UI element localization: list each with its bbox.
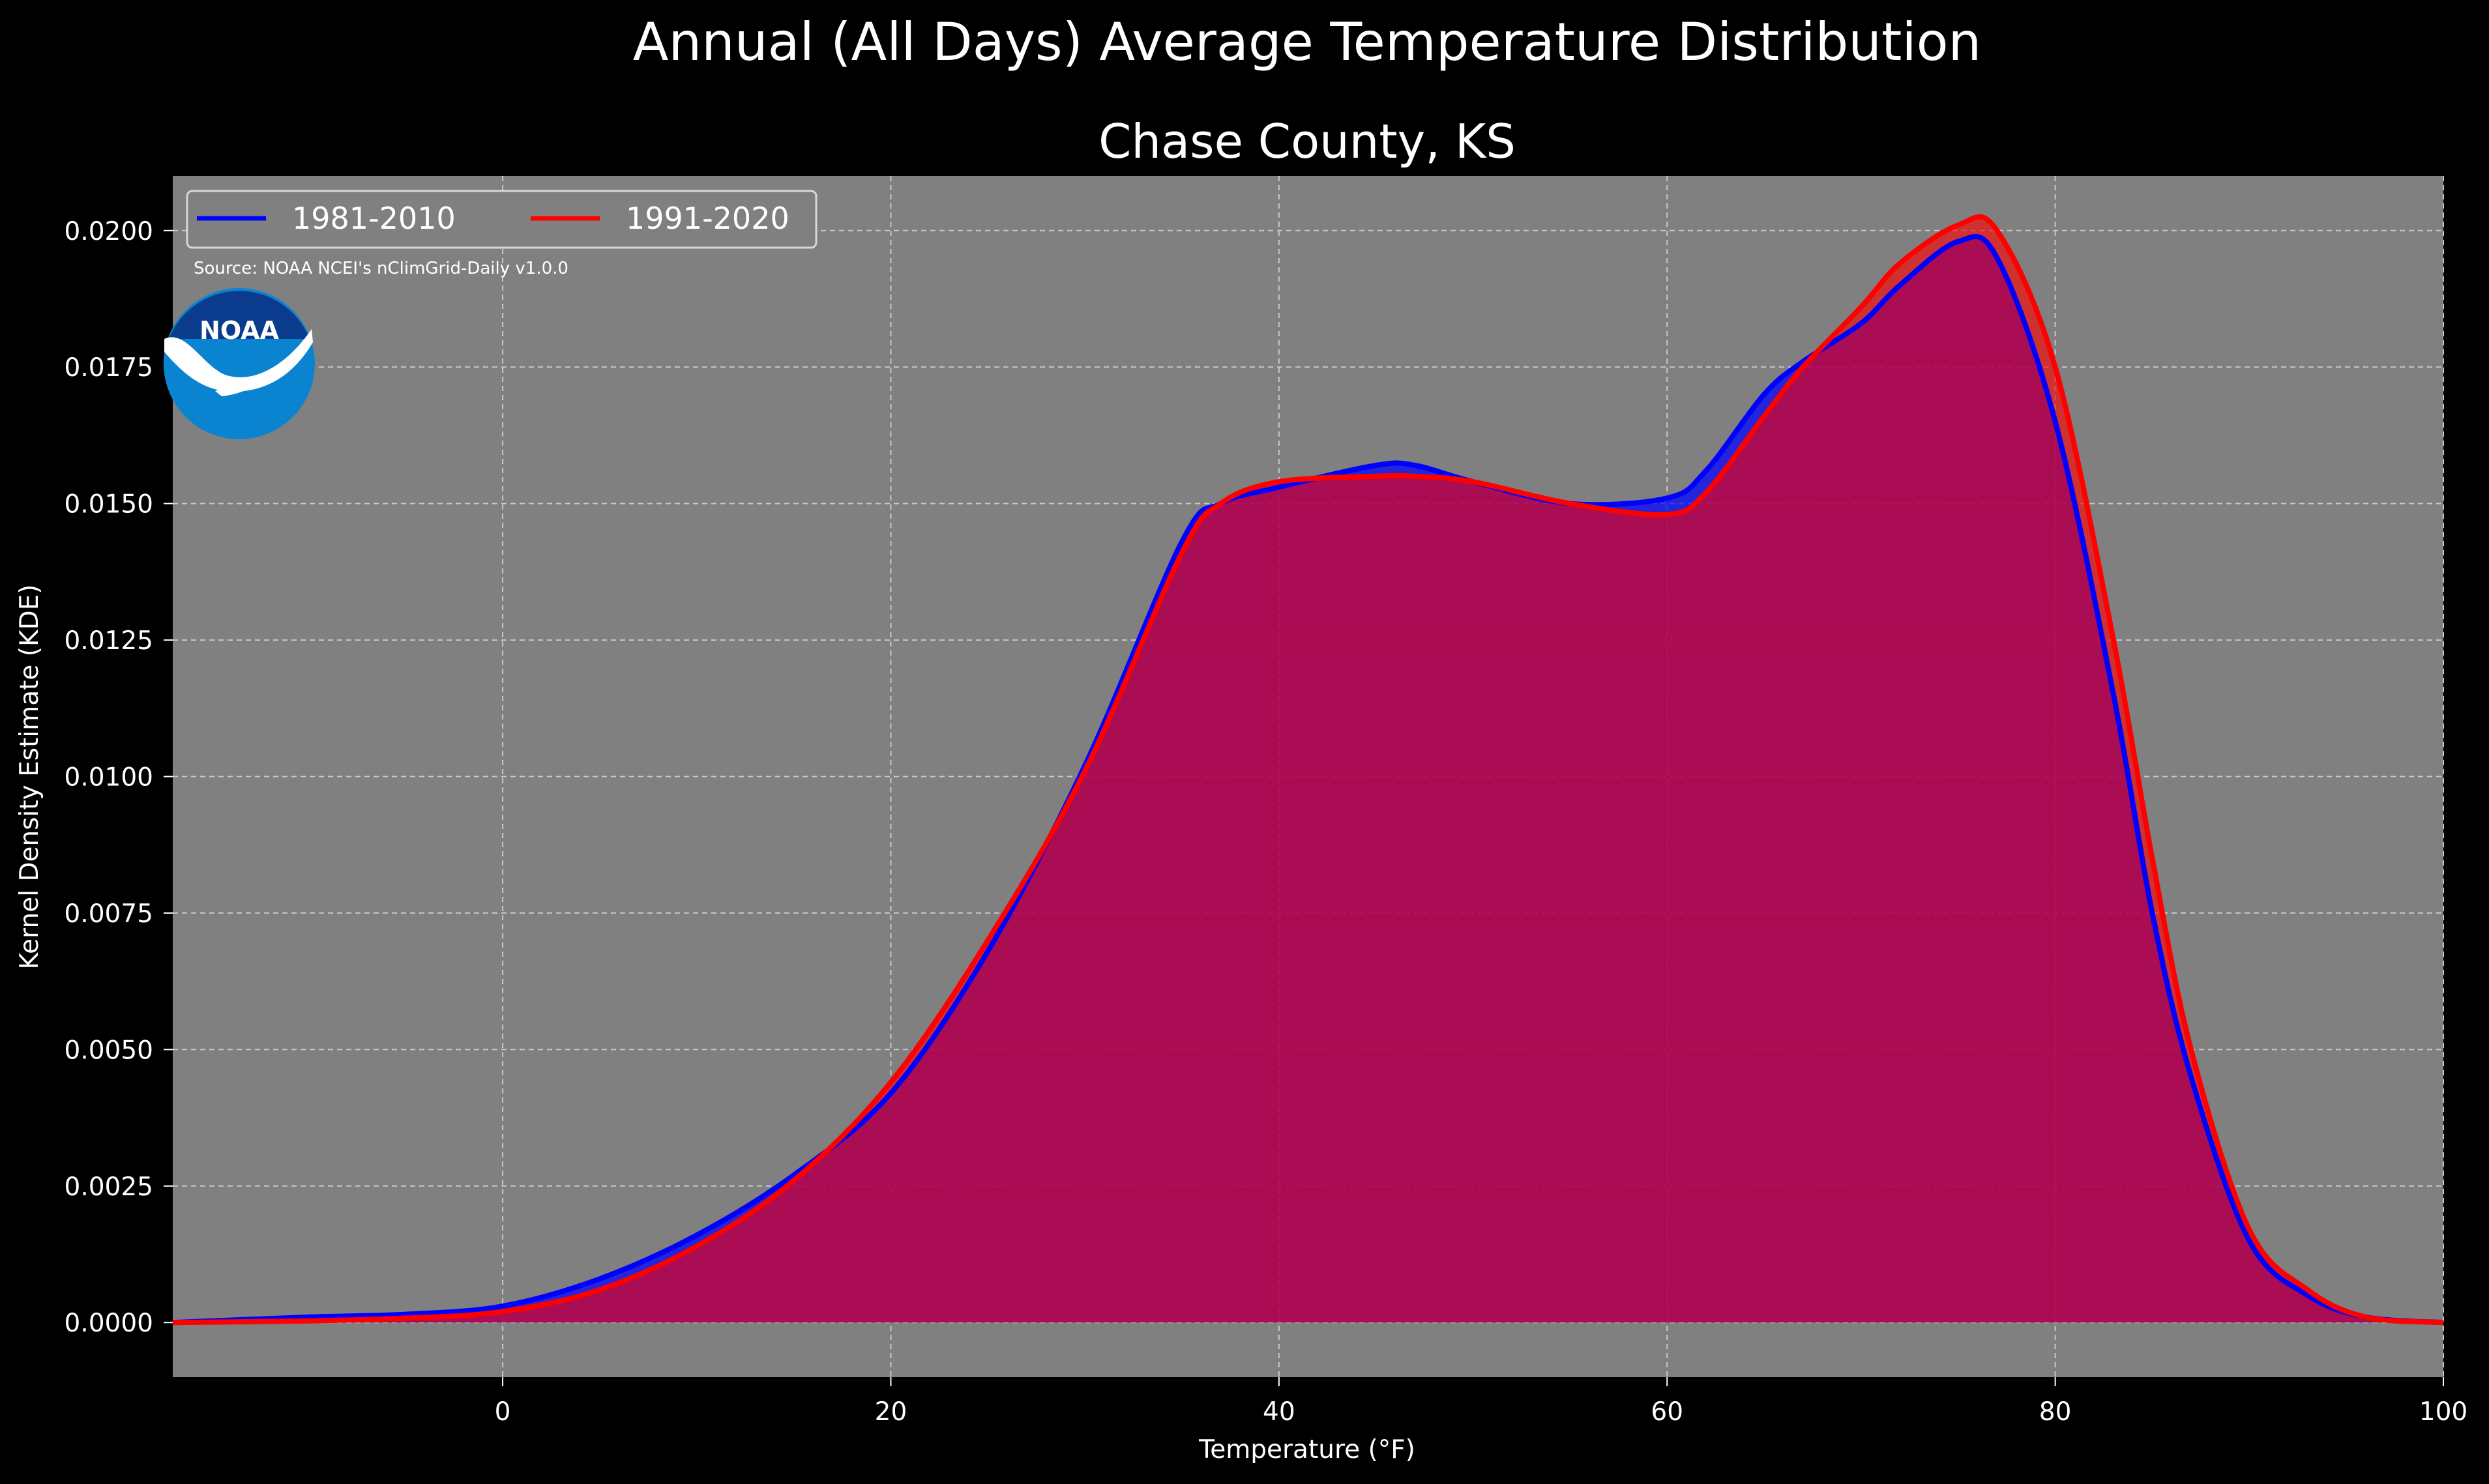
y-tick-label: 0.0125 (65, 626, 153, 656)
legend-frame (186, 190, 817, 249)
noaa-logo-gull (164, 329, 313, 392)
x-tick-label: 40 (1263, 1397, 1295, 1427)
x-tick-label: 0 (495, 1397, 511, 1427)
x-axis-label: Temperature (°F) (1198, 1435, 1415, 1464)
y-tick-label: 0.0200 (65, 217, 153, 246)
y-tick-label: 0.0175 (65, 353, 153, 383)
y-tick-label: 0.0150 (65, 490, 153, 519)
legend: 1981-2010 1991-2020 (186, 190, 817, 249)
x-tick-label: 20 (875, 1397, 907, 1427)
line-1991-2020 (172, 214, 2444, 1326)
source-note: Source: NOAA NCEI's nClimGrid-Daily v1.0… (194, 259, 568, 278)
noaa-logo-wing (215, 368, 274, 396)
chart-title: Chase County, KS (1098, 114, 1516, 169)
density-areas (173, 216, 2443, 1323)
x-tick-label: 100 (2419, 1397, 2467, 1427)
legend-label-1981-2010: 1981-2010 (292, 201, 456, 236)
x-axis-ticks: 0 20 40 60 80 100 (495, 1377, 2467, 1427)
area-1991-2020 (173, 216, 2443, 1323)
noaa-logo-icon: NOAA (164, 288, 315, 439)
y-tick-label: 0.0075 (65, 899, 153, 929)
y-tick-label: 0.0050 (65, 1036, 153, 1065)
x-tick-label: 80 (2039, 1397, 2072, 1427)
density-lines (172, 214, 2444, 1326)
y-axis-label: Kernel Density Estimate (KDE) (15, 585, 44, 970)
y-axis-ticks: 0.0000 0.0025 0.0050 0.0075 0.0100 0.0125 0.01… (65, 217, 173, 1338)
noaa-logo-text: NOAA (199, 316, 279, 345)
x-tick-label: 60 (1651, 1397, 1683, 1427)
y-tick-label: 0.0000 (65, 1309, 153, 1338)
chart-suptitle: Annual (All Days) Average Temperature Di… (633, 12, 1981, 72)
y-tick-label: 0.0025 (65, 1172, 153, 1202)
legend-label-1991-2020: 1991-2020 (626, 201, 789, 236)
y-tick-label: 0.0100 (65, 763, 153, 793)
noaa-logo-upper (169, 291, 310, 339)
